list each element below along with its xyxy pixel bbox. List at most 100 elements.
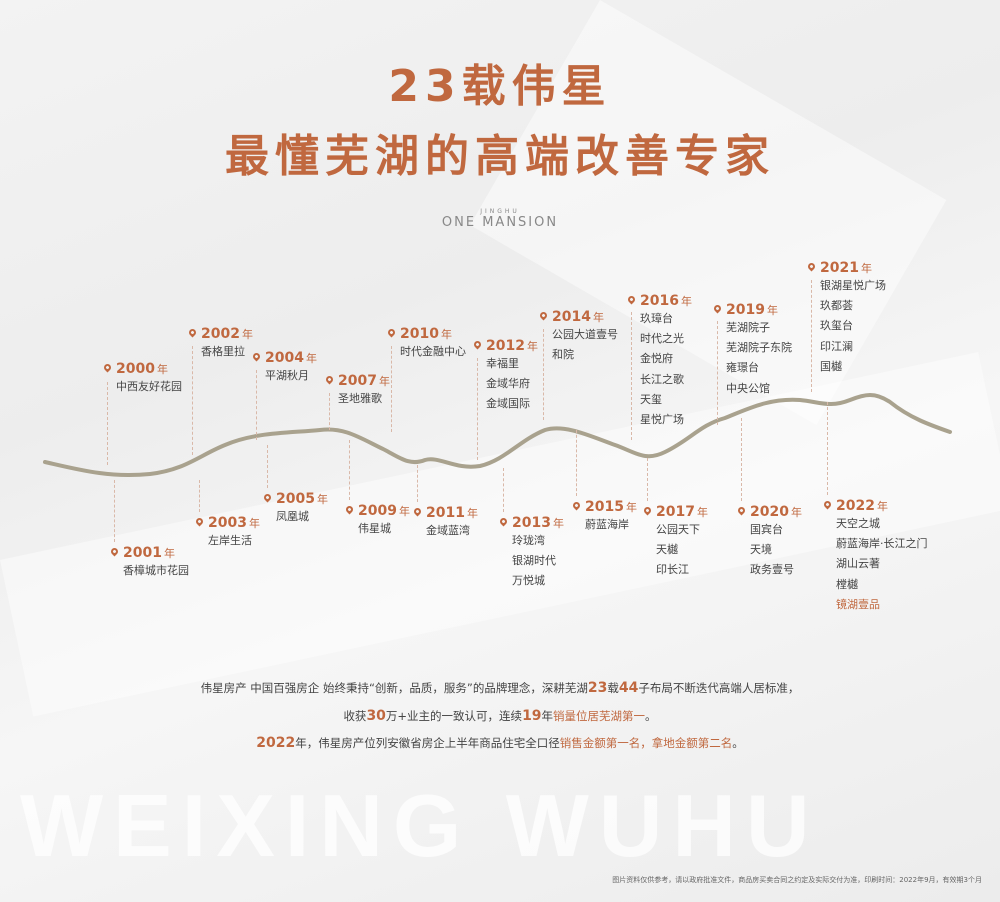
summary-text: 。 xyxy=(732,736,744,750)
year-suffix: 年 xyxy=(526,340,538,353)
milestone-2017: 2017 年公园天下 天樾 印长江 xyxy=(642,504,708,581)
year-number: 2004 xyxy=(265,350,304,366)
milestone-year: 2017 年 xyxy=(642,504,708,520)
milestone-2009: 2009 年伟星城 xyxy=(344,503,410,539)
milestone-connector-line xyxy=(811,280,812,392)
project-name: 天境 xyxy=(750,543,772,557)
project-name: 雍璟台 xyxy=(726,361,759,375)
project-name: 金域蓝湾 xyxy=(426,524,470,537)
year-number: 2002 xyxy=(201,326,240,342)
project-name: 伟星城 xyxy=(358,522,391,535)
project-name: 香樟城市花园 xyxy=(123,564,189,577)
year-suffix: 年 xyxy=(876,500,888,513)
milestone-2003: 2003 年左岸生活 xyxy=(194,515,260,551)
milestone-connector-line xyxy=(477,358,478,460)
year-suffix: 年 xyxy=(552,517,564,530)
year-number: 2013 xyxy=(512,515,551,531)
milestone-2014: 2014 年公园大道壹号 和院 xyxy=(538,309,618,365)
milestone-2016: 2016 年玖璋台 时代之光 金悦府 长江之歌 天玺 星悦广场 xyxy=(626,293,692,430)
milestone-year: 2005 年 xyxy=(262,491,328,507)
project-name: 湖山云著 xyxy=(836,557,880,571)
summary-text: 年 xyxy=(541,709,554,723)
year-number: 2003 xyxy=(208,515,247,531)
project-name: 玖璋台 xyxy=(640,312,673,325)
year-number: 2016 xyxy=(640,293,679,309)
project-name: 长江之歌 xyxy=(640,372,684,386)
project-name: 公园天下 xyxy=(656,523,700,536)
location-pin-icon xyxy=(262,492,273,503)
project-name: 玖玺台 xyxy=(820,319,853,333)
year-number: 2001 xyxy=(123,545,162,561)
year-suffix: 年 xyxy=(466,507,478,520)
milestone-year: 2015 年 xyxy=(571,499,637,515)
milestone-2002: 2002 年香格里拉 xyxy=(187,326,253,362)
location-pin-icon xyxy=(472,339,483,350)
summary-number: 44 xyxy=(618,680,639,696)
project-name: 国宾台 xyxy=(750,523,783,536)
project-name: 时代之光 xyxy=(640,332,684,346)
project-name: 平湖秋月 xyxy=(265,369,309,382)
year-number: 2021 xyxy=(820,260,859,276)
summary-highlight: 销售金额第一名，拿地金额第二名 xyxy=(559,736,733,750)
project-name: 玖都荟 xyxy=(820,299,853,313)
milestone-2020: 2020 年国宾台 天境 政务壹号 xyxy=(736,504,802,581)
milestone-connector-line xyxy=(256,370,257,440)
location-pin-icon xyxy=(109,546,120,557)
year-suffix: 年 xyxy=(696,506,708,519)
title-line-1: 23载伟星 xyxy=(388,61,612,112)
milestone-connector-line xyxy=(741,418,742,501)
milestone-2019: 2019 年芜湖院子芜湖院子东院 雍璟台中央公馆 xyxy=(712,302,792,399)
milestone-year: 2020 年 xyxy=(736,504,802,520)
project-name: 中西友好花园 xyxy=(116,380,182,393)
year-suffix: 年 xyxy=(766,304,778,317)
milestone-connector-line xyxy=(199,480,200,512)
summary-text: 。 xyxy=(645,709,657,723)
milestone-2011: 2011 年金域蓝湾 xyxy=(412,505,478,541)
year-number: 2011 xyxy=(426,505,465,521)
project-name: 时代金融中心 xyxy=(400,345,466,358)
location-pin-icon xyxy=(806,261,817,272)
project-name: 圣地雅歌 xyxy=(338,392,382,405)
year-suffix: 年 xyxy=(248,517,260,530)
summary-line-3: 2022年，伟星房产位列安徽省房企上半年商品住宅全口径销售金额第一名，拿地金额第… xyxy=(0,735,1000,751)
year-number: 2007 xyxy=(338,373,377,389)
year-number: 2020 xyxy=(750,504,789,520)
milestone-year: 2010 年 xyxy=(386,326,466,342)
milestone-connector-line xyxy=(391,346,392,432)
project-name: 蔚蓝海岸 xyxy=(585,518,629,531)
year-number: 2017 xyxy=(656,504,695,520)
location-pin-icon xyxy=(386,327,397,338)
milestone-year: 2022 年 xyxy=(822,498,928,514)
milestone-2000: 2000 年中西友好花园 xyxy=(102,361,182,397)
project-name: 左岸生活 xyxy=(208,534,252,547)
watermark-text: WEIXING WUHU xyxy=(20,776,820,875)
milestone-year: 2000 年 xyxy=(102,361,182,377)
milestone-connector-line xyxy=(631,312,632,440)
milestone-year: 2007 年 xyxy=(324,373,390,389)
project-name: 樘樾 xyxy=(836,577,858,591)
year-number: 2019 xyxy=(726,302,765,318)
footer-disclaimer: 图片资料仅供参考，请以政府批准文件，商品房买卖合同之约定及实际交付为准，印刷时间… xyxy=(612,876,982,884)
project-name: 芜湖院子东院 xyxy=(726,341,792,355)
milestone-2007: 2007 年圣地雅歌 xyxy=(324,373,390,409)
milestone-year: 2013 年 xyxy=(498,515,564,531)
year-suffix: 年 xyxy=(860,262,872,275)
milestone-year: 2014 年 xyxy=(538,309,618,325)
year-number: 2010 xyxy=(400,326,439,342)
milestone-year: 2012 年 xyxy=(472,338,538,354)
project-name: 和院 xyxy=(552,348,574,362)
year-suffix: 年 xyxy=(440,328,452,341)
project-name: 中央公馆 xyxy=(726,381,770,395)
project-name: 银湖星悦广场 xyxy=(820,279,886,292)
brand-logo: JINGHU ONE MANSION xyxy=(0,208,1000,230)
location-pin-icon xyxy=(538,310,549,321)
milestone-connector-line xyxy=(349,440,350,500)
summary-text: 年，伟星房产位列安徽省房企上半年商品住宅全口径 xyxy=(295,736,560,750)
year-number: 2014 xyxy=(552,309,591,325)
project-name: 万悦城 xyxy=(512,574,545,588)
milestone-2010: 2010 年时代金融中心 xyxy=(386,326,466,362)
project-name: 芜湖院子 xyxy=(726,321,770,334)
year-number: 2005 xyxy=(276,491,315,507)
location-pin-icon xyxy=(412,506,423,517)
milestone-connector-line xyxy=(417,465,418,502)
